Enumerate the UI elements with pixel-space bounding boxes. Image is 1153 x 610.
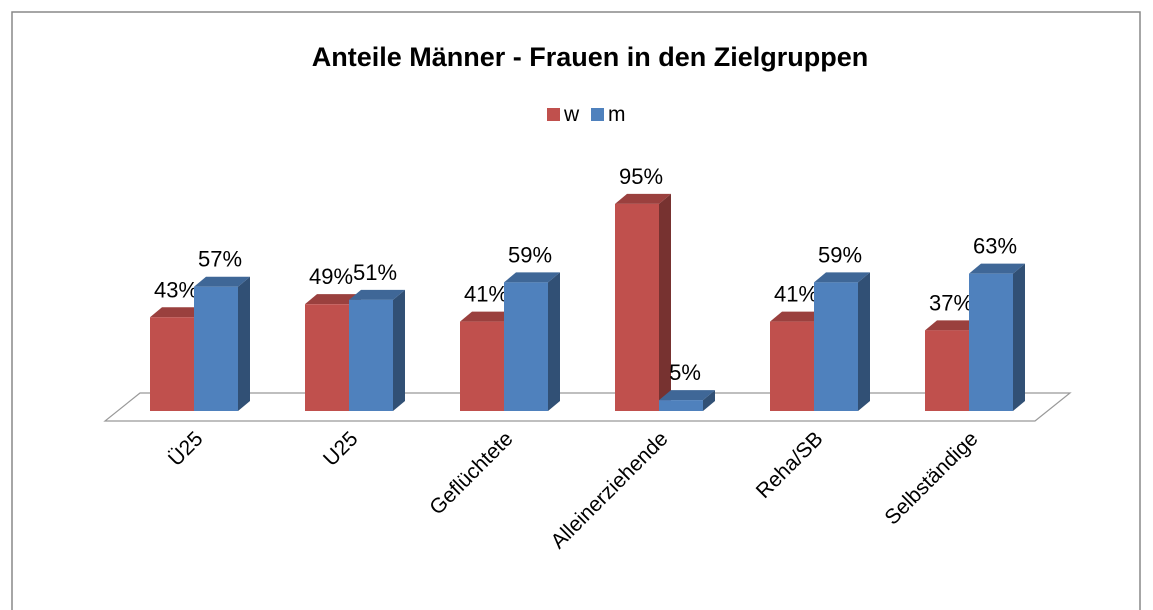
bar-top: [150, 307, 206, 318]
bar: [659, 390, 715, 411]
data-label: 95%: [619, 164, 663, 189]
bar-side: [238, 276, 250, 411]
chart-title: Anteile Männer - Frauen in den Zielgrupp…: [312, 42, 869, 72]
bar-top: [814, 272, 870, 283]
data-label: 59%: [818, 242, 862, 267]
bar-front: [814, 282, 858, 411]
data-label: 41%: [464, 282, 508, 307]
data-label: 41%: [774, 282, 818, 307]
legend-swatch: [591, 108, 604, 121]
bar-front: [460, 321, 504, 411]
data-label: 43%: [154, 277, 198, 302]
bar-side: [548, 272, 560, 411]
bar: [504, 272, 560, 411]
bar-side: [1013, 263, 1025, 411]
bar-top: [925, 320, 981, 331]
data-label: 51%: [353, 260, 397, 285]
bar: [615, 193, 671, 411]
bar-top: [659, 390, 715, 401]
bar-top: [194, 276, 250, 287]
bar-top: [349, 289, 405, 300]
bar-front: [925, 330, 969, 411]
bar-side: [393, 289, 405, 411]
bar-front: [659, 400, 703, 411]
data-label: 59%: [508, 242, 552, 267]
legend-label: m: [608, 103, 626, 126]
bar-front: [504, 282, 548, 411]
data-label: 37%: [929, 290, 973, 315]
bar-front: [770, 321, 814, 411]
data-label: 63%: [973, 234, 1017, 259]
bar-front: [615, 203, 659, 411]
bar: [150, 307, 206, 411]
bar-side: [703, 390, 715, 411]
bar-side: [858, 272, 870, 411]
data-label: 57%: [198, 247, 242, 272]
bar-front: [150, 317, 194, 411]
bar: [194, 276, 250, 411]
bar-top: [615, 193, 671, 204]
bar-front: [305, 304, 349, 411]
legend-swatch: [547, 108, 560, 121]
bar: [814, 272, 870, 411]
bar-top: [305, 294, 361, 305]
bar-front: [194, 286, 238, 411]
bar: [969, 263, 1025, 411]
bar-top: [504, 272, 560, 283]
legend-label: w: [563, 103, 580, 126]
bar-top: [460, 311, 516, 322]
bar-front: [349, 299, 393, 411]
data-label: 49%: [309, 264, 353, 289]
bar: [349, 289, 405, 411]
data-label: 5%: [669, 360, 701, 385]
bar-side: [659, 193, 671, 411]
bar-top: [770, 311, 826, 322]
bar-top: [969, 263, 1025, 274]
bar-front: [969, 273, 1013, 411]
